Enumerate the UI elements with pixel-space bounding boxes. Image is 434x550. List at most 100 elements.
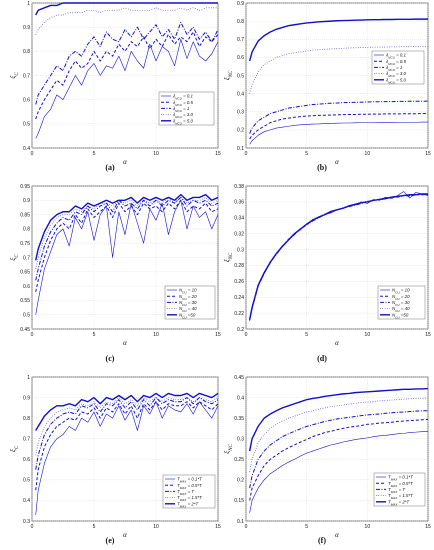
x-axis-label: α [123,158,127,166]
series-line-4 [249,397,429,472]
series-line-5 [35,392,219,431]
x-tick-label: 5 [305,332,308,338]
x-tick-label: 0 [245,151,248,157]
y-tick-label: 0.3 [23,519,30,525]
x-tick-label: 10 [365,524,371,530]
y-tick-label: 0.7 [23,437,30,443]
y-tick-label: 0.1 [237,146,244,152]
x-tick-label: 15 [215,524,221,530]
y-tick-label: 0.26 [234,279,244,285]
chart-panel-f: 0 5 10 15 0.1 0.15 0.2 0.25 0.3 0.35 0.4 0.45 α ξNC TM… [223,375,431,545]
y-tick-label: 0.7 [23,255,30,261]
y-axis-label: ξNC [223,444,234,454]
y-tick-label: 0.6 [23,97,30,103]
y-tick-label: 0.4 [237,91,244,97]
y-tick-label: 0.8 [23,416,30,422]
x-tick-label: 10 [153,151,159,157]
panel-caption: (d) [317,354,327,363]
legend-entry: λNCU = 5.0 [172,118,194,125]
x-tick-label: 0 [245,524,248,530]
x-tick-label: 5 [305,524,308,530]
legend-entry: λNCU = 0.1 [172,94,194,101]
y-tick-label: 0.32 [234,231,244,237]
series-line-2 [35,401,219,491]
x-tick-label: 0 [245,332,248,338]
series-line-1 [249,431,429,513]
x-tick-label: 15 [425,332,431,338]
series-line-1 [249,121,428,145]
legend-entry: TMAX = 0.5*T [177,483,202,490]
y-tick-label: 0.65 [20,270,30,276]
y-tick-label: 0.3 [237,247,244,253]
x-tick-label: 5 [305,151,308,157]
x-tick-label: 5 [93,524,96,530]
y-tick-label: 0.15 [234,498,244,504]
y-tick-label: 0.2 [237,327,244,333]
legend-entry: TMAX = 1.5*T [177,495,202,502]
legend-entry: λNCU = 3.0 [385,71,407,78]
y-tick-label: 0.9 [237,1,244,7]
series-line-5 [248,193,428,320]
y-tick-label: 0.34 [234,216,244,222]
series-line-2 [35,199,219,292]
legend-entry: λNCU = 1 [385,65,403,72]
y-tick-label: 1 [27,1,30,7]
series-line-3 [35,397,219,470]
series-line-3 [35,196,219,281]
panel-caption: (a) [105,163,115,172]
legend-entry: TMAX = T [177,489,194,496]
y-tick-label: 0.5 [23,313,30,319]
y-tick-label: 0.45 [234,375,244,381]
y-tick-label: 0.6 [237,55,244,61]
y-tick-label: 0.2 [237,128,244,134]
y-tick-label: 0.8 [23,49,30,55]
y-tick-label: 0.4 [237,395,244,401]
legend-entry: TMAX = 1.5*T [388,493,413,500]
chart-panel-d: 0 5 10 15 0.2 0.22 0.24 0.26 0.28 0.3 0.32 0.34 0.36… [223,184,431,363]
legend-box [158,91,215,126]
legend-entry: TMAX = 2*T [388,499,410,506]
y-tick-label: 0.36 [234,200,244,206]
y-tick-label: 0.38 [234,184,244,190]
legend-entry: NCU = 20 [392,294,410,301]
y-tick-label: 0.22 [234,311,244,317]
y-tick-label: 0.5 [237,73,244,79]
y-tick-label: 0.95 [20,184,30,190]
y-tick-label: 0.3 [237,110,244,116]
legend-entry: TMAX = 2*T [177,501,199,508]
series-line-1 [35,38,219,139]
y-tick-label: 0.55 [20,298,30,304]
x-tick-label: 5 [93,332,96,338]
series-line-4 [35,397,219,456]
legend-entry: TMAX = 0.1*T [388,475,413,482]
series-line-1 [35,200,219,315]
y-tick-label: 0.35 [234,416,244,422]
y-axis-label: ξC [9,254,20,261]
y-tick-label: 0.9 [23,25,30,31]
series-line-5 [248,387,429,452]
y-tick-label: 0.28 [234,263,244,269]
y-tick-label: 0.25 [234,457,244,463]
legend-entry: NCU = 10 [392,288,410,295]
y-tick-label: 0.5 [23,478,30,484]
legend-entry: NCU = 30 [179,300,197,307]
y-tick-label: 0.6 [23,284,30,290]
panel-caption: (c) [106,354,115,363]
legend-entry: TMAX = 0.1*T [177,477,202,484]
x-tick-label: 10 [153,524,159,530]
y-axis-label: ξC [9,72,20,79]
y-axis-label: ξC [9,445,20,452]
y-axis-label: ξNC [223,252,234,262]
y-tick-label: 0.45 [20,327,30,333]
series-line-3 [35,21,219,105]
y-tick-label: 0.7 [23,73,30,79]
series-line-1 [35,401,219,515]
series-line-2 [35,31,219,120]
x-tick-label: 10 [365,151,371,157]
y-tick-label: 0.9 [23,395,30,401]
panel-caption: (e) [106,536,115,545]
panel-caption: (f) [318,536,326,545]
y-tick-label: 0.6 [23,457,30,463]
